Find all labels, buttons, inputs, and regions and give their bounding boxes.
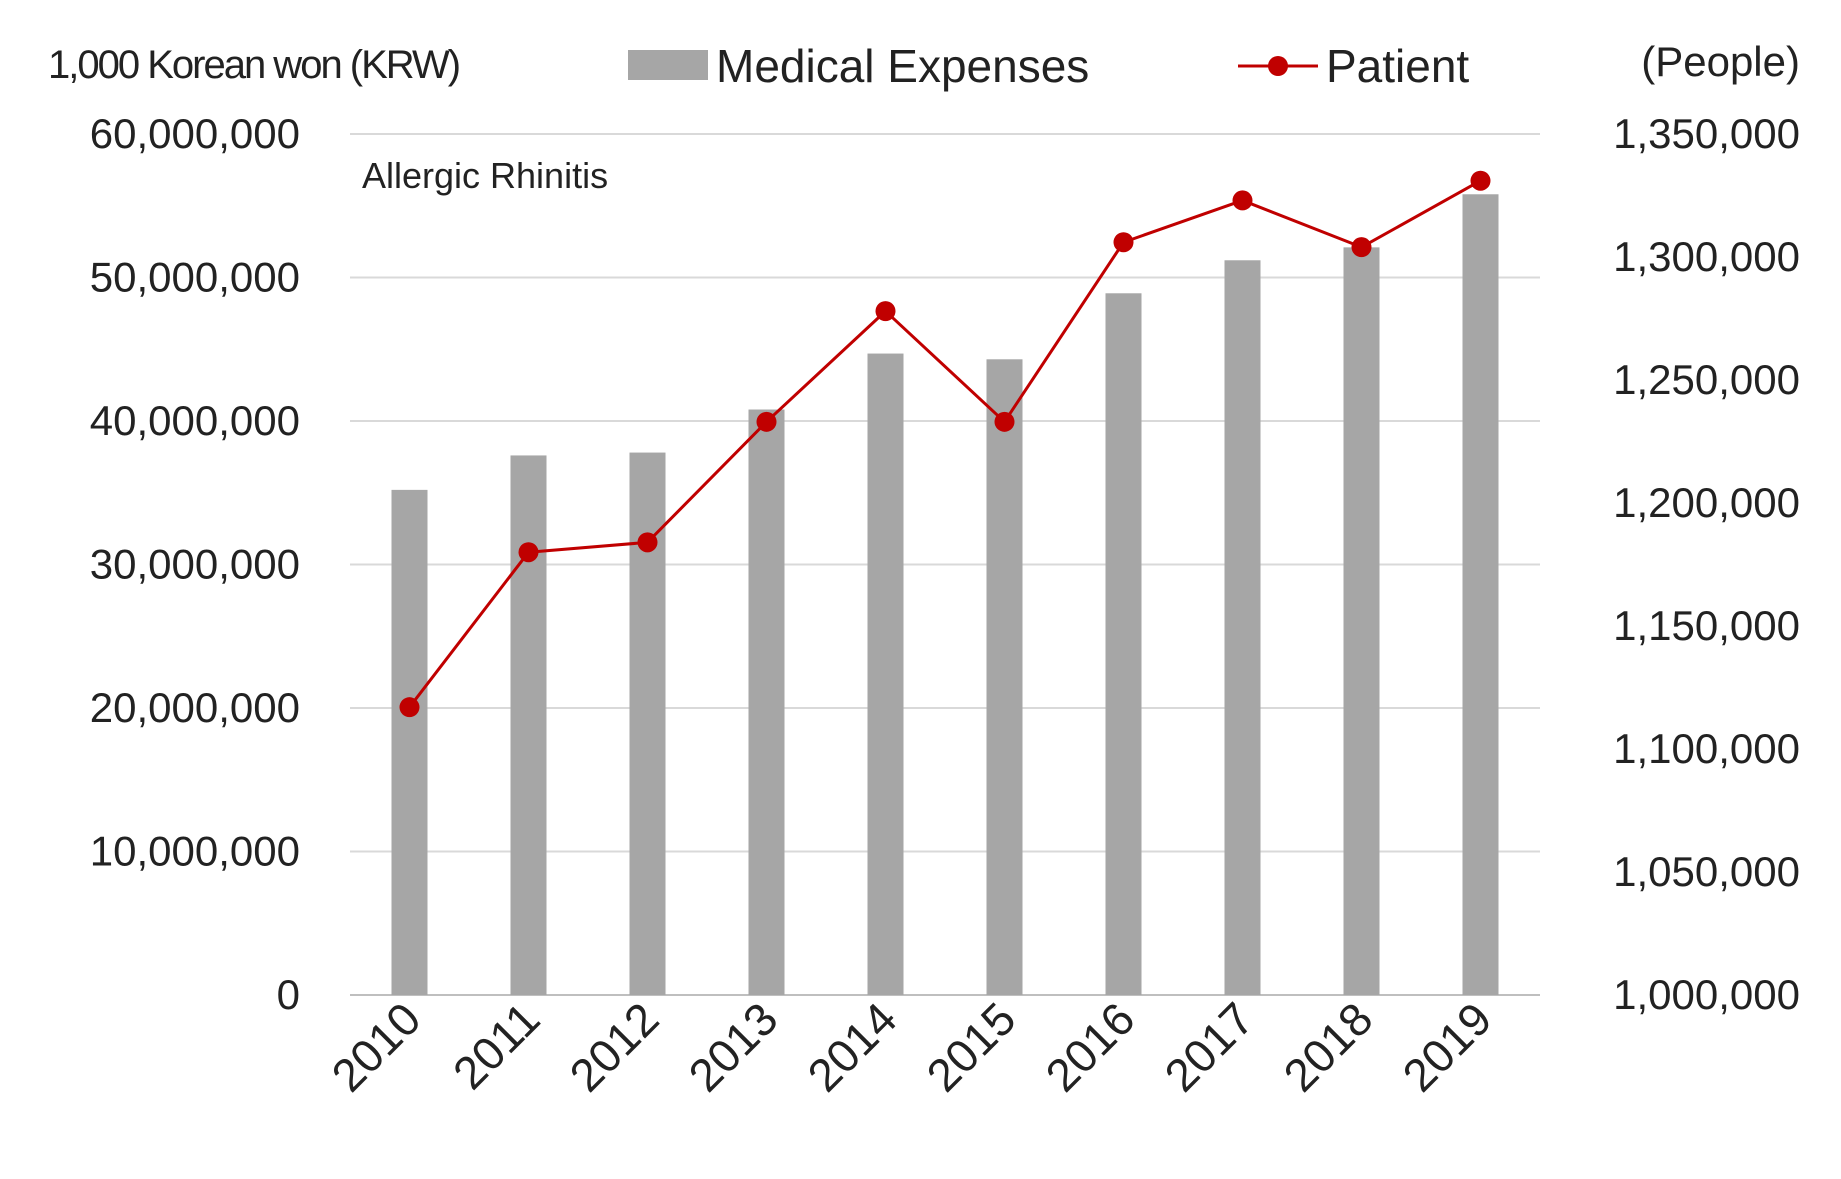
x-axis-tick-label: 2013 bbox=[678, 992, 787, 1101]
bar-medical-expenses-2011 bbox=[510, 455, 547, 995]
bar-medical-expenses-2015 bbox=[986, 359, 1023, 995]
legend: Medical Expenses Patient bbox=[628, 40, 1469, 92]
point-patient-2016 bbox=[1113, 232, 1134, 253]
x-axis-tick-label: 2019 bbox=[1392, 992, 1501, 1101]
point-patient-2019 bbox=[1470, 170, 1491, 191]
left-axis-label: 1,000 Korean won (KRW) bbox=[48, 43, 459, 87]
point-patient-2010 bbox=[399, 697, 420, 718]
legend-label-medical-expenses: Medical Expenses bbox=[716, 40, 1089, 92]
left-axis-tick-label: 30,000,000 bbox=[90, 541, 300, 588]
chart-annotation: Allergic Rhinitis bbox=[362, 155, 608, 196]
right-axis-tick-label: 1,300,000 bbox=[1613, 233, 1800, 280]
left-axis-tick-label: 50,000,000 bbox=[90, 254, 300, 301]
x-axis-tick-label: 2015 bbox=[916, 992, 1025, 1101]
point-patient-2017 bbox=[1232, 190, 1253, 211]
legend-swatch-patient-marker bbox=[1268, 56, 1288, 76]
point-patient-2015 bbox=[994, 411, 1015, 432]
line-patient bbox=[408, 179, 1482, 709]
left-axis-tick-label: 40,000,000 bbox=[90, 397, 300, 444]
right-axis-tick-label: 1,050,000 bbox=[1613, 848, 1800, 895]
right-axis-tick-label: 1,100,000 bbox=[1613, 725, 1800, 772]
x-axis-tick-label: 2014 bbox=[797, 992, 906, 1101]
point-patient-2011 bbox=[518, 542, 539, 563]
left-axis-tick-label: 0 bbox=[277, 971, 300, 1018]
left-axis-tick-label: 60,000,000 bbox=[90, 110, 300, 157]
x-axis-tick-label: 2016 bbox=[1035, 992, 1144, 1101]
right-axis-tick-label: 1,150,000 bbox=[1613, 602, 1800, 649]
bar-medical-expenses-2010 bbox=[391, 489, 428, 995]
bar-medical-expenses-2014 bbox=[867, 353, 904, 995]
bar-medical-expenses-2019 bbox=[1462, 194, 1499, 995]
right-axis-label: (People) bbox=[1641, 38, 1800, 85]
bar-medical-expenses-2017 bbox=[1224, 260, 1261, 995]
legend-swatch-medical-expenses bbox=[628, 50, 708, 80]
right-axis-tick-label: 1,250,000 bbox=[1613, 356, 1800, 403]
point-patient-2013 bbox=[756, 411, 777, 432]
bar-medical-expenses-2013 bbox=[748, 409, 785, 995]
point-patient-2018 bbox=[1351, 237, 1372, 258]
point-patient-2014 bbox=[875, 301, 896, 322]
x-axis-tick-label: 2018 bbox=[1273, 992, 1382, 1101]
x-axis-tick-label: 2012 bbox=[559, 992, 668, 1101]
bar-medical-expenses-2016 bbox=[1105, 293, 1142, 995]
right-axis-tick-label: 1,350,000 bbox=[1613, 110, 1800, 157]
left-axis-tick-label: 10,000,000 bbox=[90, 828, 300, 875]
right-axis-tick-label: 1,000,000 bbox=[1613, 971, 1800, 1018]
x-axis-tick-label: 2017 bbox=[1154, 992, 1263, 1101]
left-axis-tick-label: 20,000,000 bbox=[90, 684, 300, 731]
bar-medical-expenses-2018 bbox=[1343, 247, 1380, 996]
x-axis-tick-label: 2010 bbox=[321, 992, 430, 1101]
x-axis-tick-label: 2011 bbox=[443, 992, 550, 1099]
point-patient-2012 bbox=[637, 532, 658, 553]
legend-label-patient: Patient bbox=[1326, 40, 1469, 92]
right-axis-tick-label: 1,200,000 bbox=[1613, 479, 1800, 526]
